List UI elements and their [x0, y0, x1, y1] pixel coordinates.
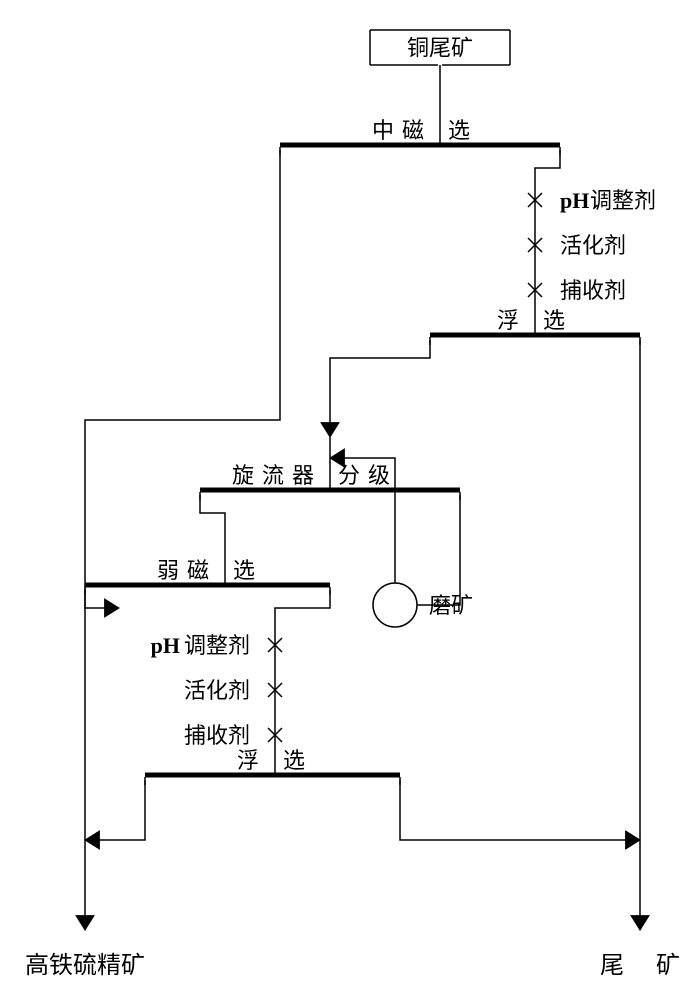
weak-mag-label-right: 选: [233, 558, 263, 583]
flotation-1-label-left: 浮: [497, 308, 527, 333]
reagent1-0-ph: pH: [560, 188, 589, 213]
mid-mag-label-left: 中磁: [372, 118, 432, 143]
flotation-2-label-right: 选: [283, 748, 313, 773]
flotation-1-label-right: 选: [543, 308, 573, 333]
flowchart-canvas: 铜尾矿中磁选浮选旋流器分级弱磁选浮选磨矿pH调整剂活化剂捕收剂调整剂pH活化剂捕…: [0, 0, 695, 1000]
flotation-2-label-left: 浮: [237, 748, 267, 773]
feed-label: 铜尾矿: [407, 36, 473, 61]
reagent2-1: 活化剂: [184, 678, 250, 703]
reagent2-0: 调整剂: [184, 633, 250, 658]
weak-mag-label-left: 弱磁: [157, 558, 217, 583]
output-left: 高铁硫精矿: [25, 952, 145, 979]
mid-mag-label-right: 选: [448, 118, 478, 143]
reagent2-2: 捕收剂: [184, 723, 250, 748]
reagent1-1: 活化剂: [560, 233, 626, 258]
reagent1-2: 捕收剂: [560, 278, 626, 303]
cyclone-label-left: 旋流器: [232, 463, 322, 488]
cyclone-label-right: 分级: [338, 463, 398, 488]
output-right-b: 矿: [656, 952, 680, 979]
reagent2-0-ph: pH: [151, 633, 180, 658]
grind-label: 磨矿: [429, 593, 473, 618]
output-right-a: 尾: [600, 953, 624, 979]
reagent1-0: 调整剂: [590, 188, 656, 213]
grind-node: [373, 583, 417, 627]
